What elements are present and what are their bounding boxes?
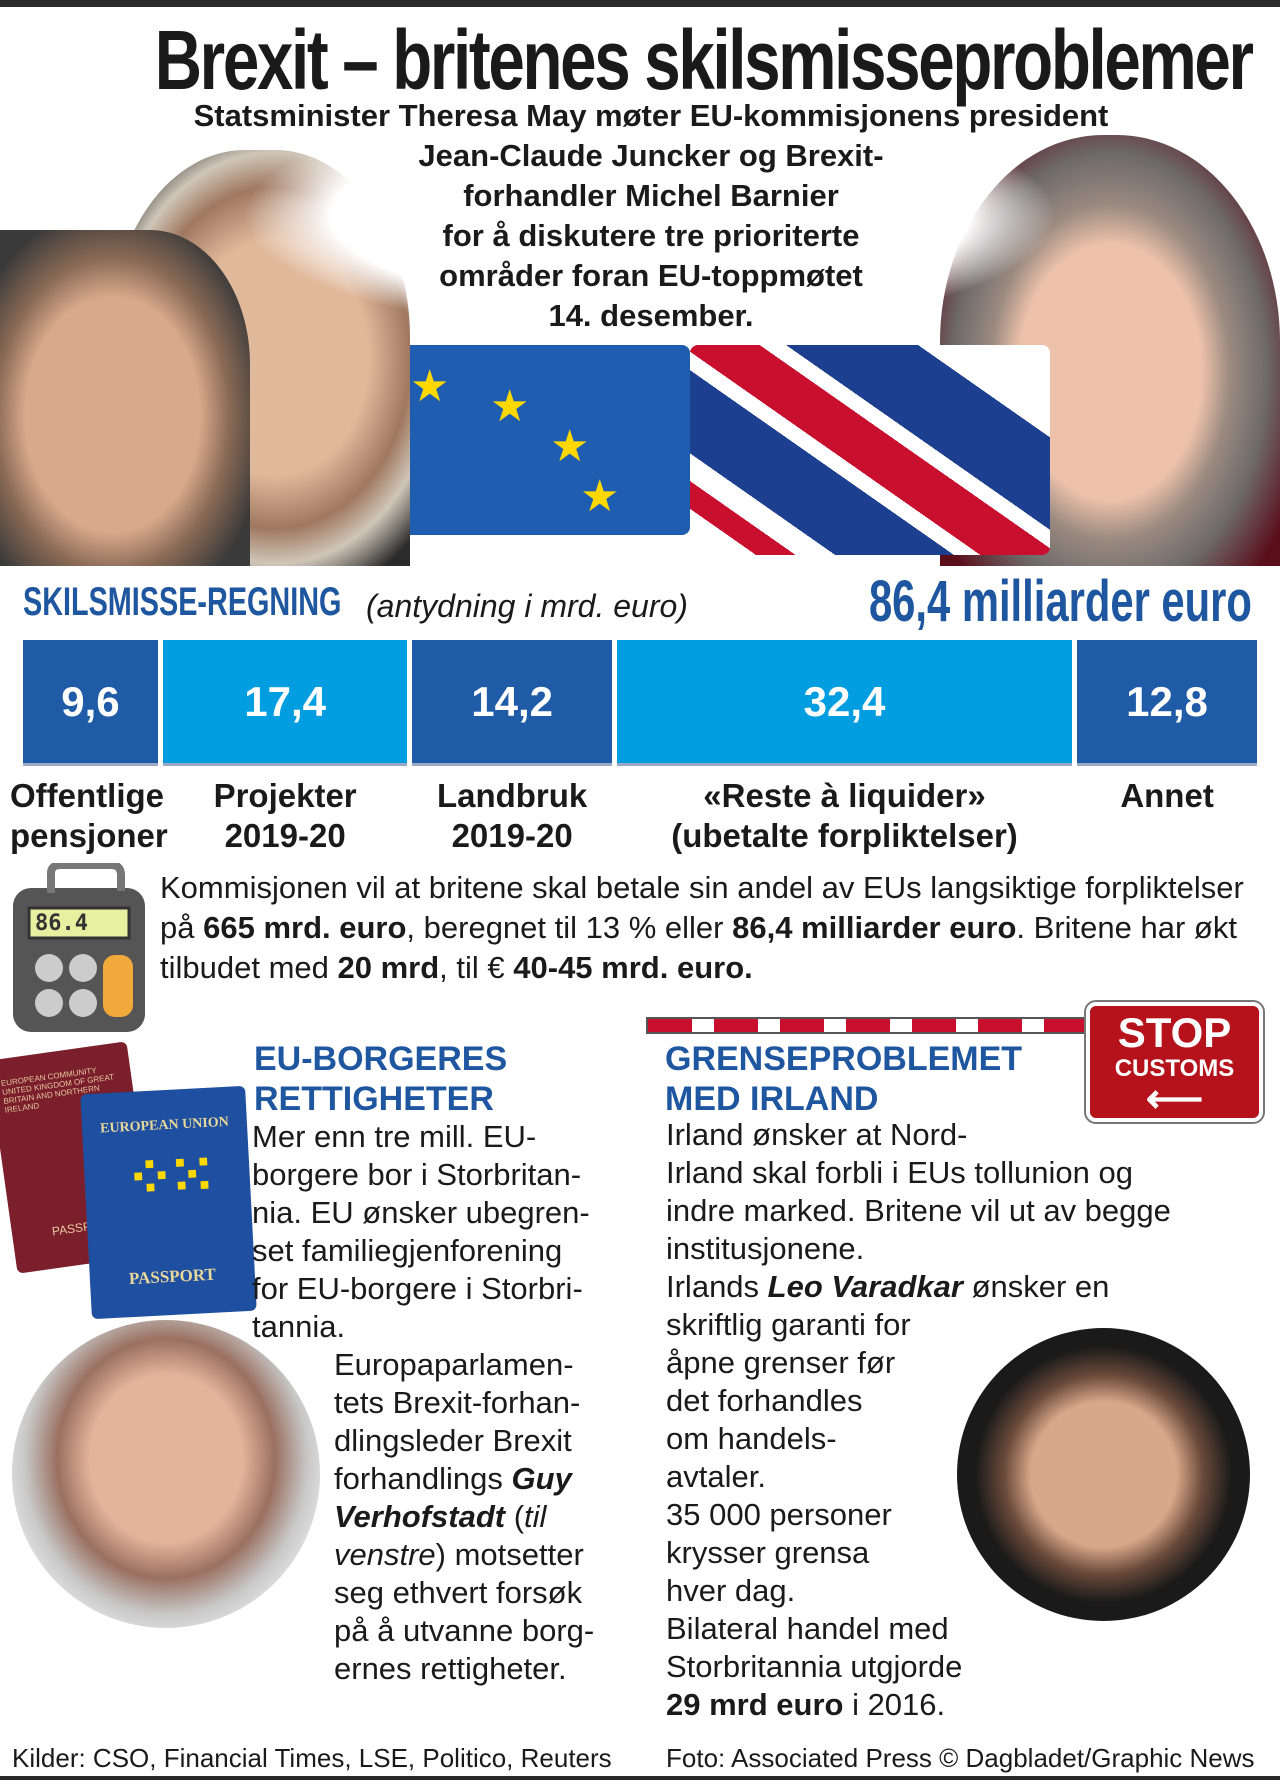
bottom-rule (0, 1776, 1280, 1780)
verhofstadt-text: Europaparlamen-tets Brexit-forhan-dlings… (334, 1347, 595, 1686)
star-icon: ★ (410, 362, 450, 411)
label-line: «Reste à liquider» (703, 777, 986, 814)
calculator-icon: 86.4 (11, 861, 149, 1034)
label-line: Offentlige (10, 777, 164, 814)
subtitle: Statsminister Theresa May møter EU-kommi… (193, 98, 1109, 333)
bar-value-label: 9,6 (61, 677, 120, 725)
bar-0: 9,6 (23, 640, 158, 763)
bar-category-label: Annet (967, 776, 1280, 816)
bar-2: 14,2 (412, 640, 612, 763)
stop-customs-sign: STOP CUSTOMS ⟵ (1084, 1000, 1265, 1124)
varadkar-photo (957, 1328, 1250, 1621)
bar-value-label: 14,2 (471, 677, 553, 725)
bar-category-label: Projekter 2019-20 (85, 776, 485, 856)
ireland-section: GRENSEPROBLEMET MED IRLAND (665, 1040, 1023, 1118)
juncker-photo-front (0, 230, 250, 566)
bill-bar-chart: 9,6 17,4 14,2 32,4 12,8 (23, 640, 1257, 763)
eu-citizens-text: Mer enn tre mill. EU-borgere bor i Storb… (252, 1119, 590, 1344)
eu-passport-icon: EUROPEAN UNION ⁘⁙ PASSPORT (80, 1085, 257, 1320)
label-line: Annet (1120, 777, 1214, 814)
eu-flag-puzzle-piece: ★ ★ ★ ★ (400, 345, 690, 535)
bar-category-label: Landbruk 2019-20 (312, 776, 712, 856)
bar-value-label: 17,4 (244, 677, 326, 725)
bar-value-label: 32,4 (803, 677, 886, 725)
union-jack-puzzle-piece (690, 345, 1050, 555)
bar-4: 12,8 (1077, 640, 1257, 763)
label-line: pensjoner (10, 817, 168, 854)
section-bg (0, 566, 1280, 606)
bill-note: (antydning i mrd. euro) (366, 588, 688, 624)
page-title: Brexit – britenes skilsmisseproblemer (154, 13, 1254, 107)
label-line: 2019-20 (451, 817, 573, 854)
subtitle-backdrop (240, 96, 1060, 336)
verhofstadt-photo (12, 1320, 320, 1628)
star-icon: ★ (580, 472, 620, 521)
bar-category-label: «Reste à liquider» (ubetalte forpliktelse… (645, 776, 1045, 856)
eu-citizens-section: EU-BORGERES RETTIGHETER (254, 1040, 508, 1118)
bar-value-label: 12,8 (1126, 677, 1208, 725)
star-icon: ★ (550, 422, 590, 471)
bar-category-label: Offentlige pensjoner (10, 776, 168, 856)
ireland-text: Irland ønsker at Nord- Irland skal forbli… (666, 1117, 1171, 1722)
sources: Kilder: CSO, Financial Times, LSE, Polit… (12, 1743, 612, 1773)
border-barrier-icon (646, 1017, 1086, 1034)
label-line: Landbruk (436, 777, 588, 814)
label-line: (ubetalte forpliktelser) (671, 817, 1018, 854)
bar-1: 17,4 (162, 640, 408, 763)
arrow-left-icon: ⟵ (1145, 1077, 1204, 1121)
label-line: Projekter (213, 777, 357, 814)
bill-total: 86,4 milliarder euro (869, 569, 1252, 634)
bill-paragraph: Kommisjonen vil at britene skal betale s… (160, 870, 1244, 985)
credits: Foto: Associated Press © Dagbladet/Graph… (666, 1743, 1255, 1773)
bill-title: SKILSMISSE-REGNING (23, 580, 342, 624)
top-rule (0, 0, 1280, 7)
bar-3: 32,4 (616, 640, 1073, 763)
star-icon: ★ (490, 382, 530, 431)
label-line: 2019-20 (224, 817, 346, 854)
